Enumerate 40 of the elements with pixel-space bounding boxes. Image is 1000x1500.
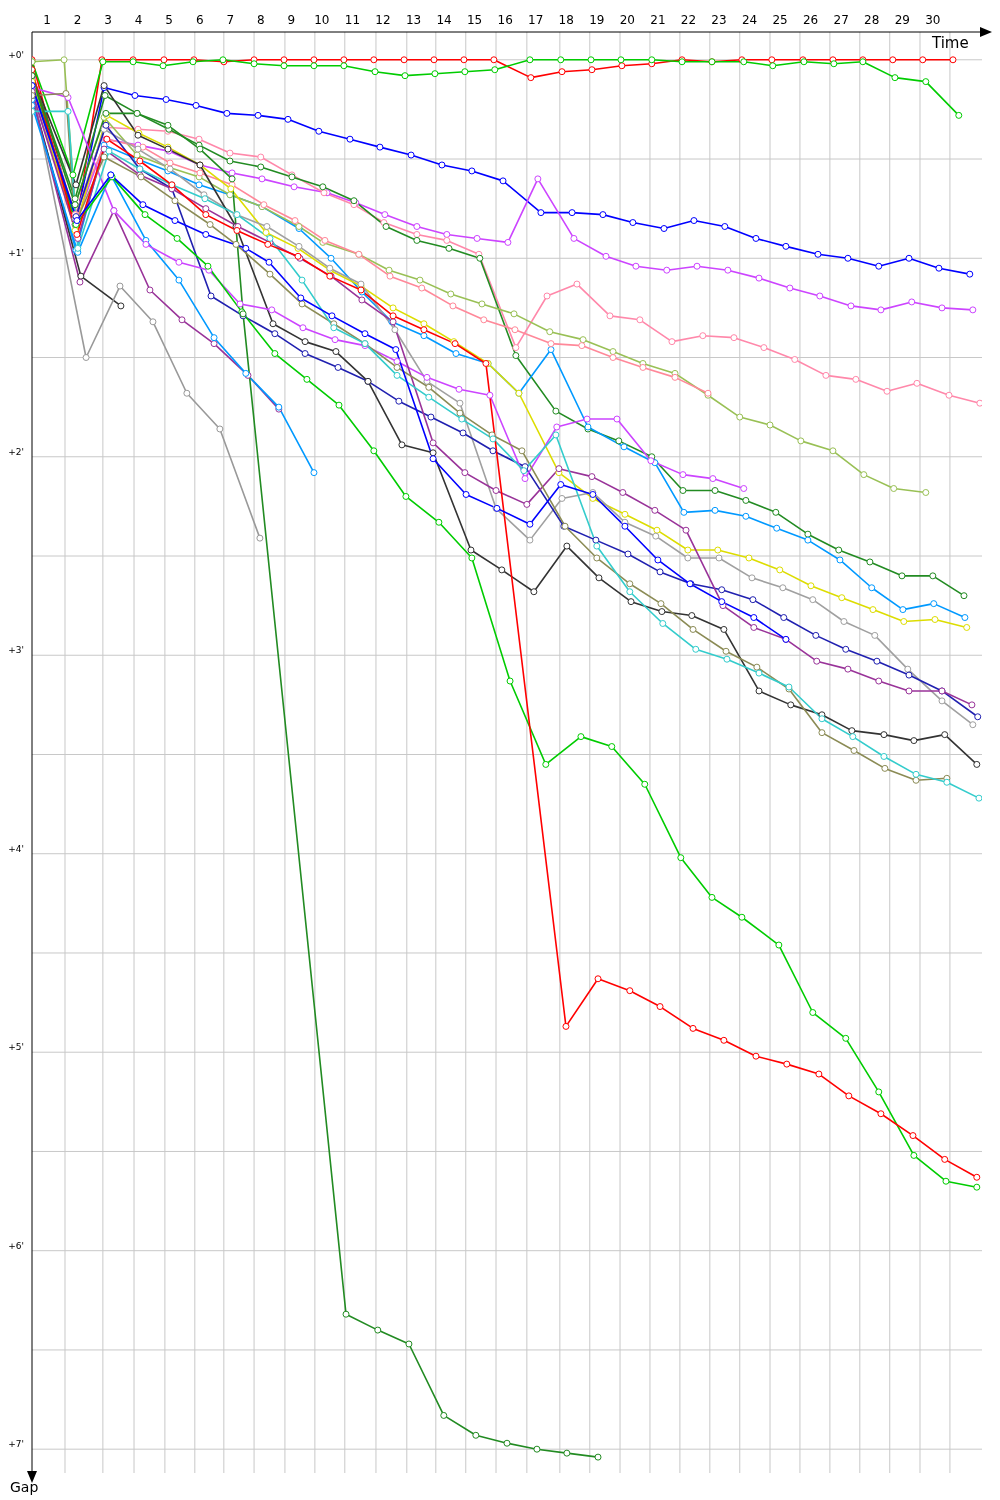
x-tick-label: 17	[528, 13, 544, 27]
x-tick-label: 28	[864, 13, 880, 27]
x-axis-title: Time	[932, 34, 969, 52]
x-tick-label: 5	[165, 13, 173, 27]
x-tick-label: 12	[375, 13, 391, 27]
x-tick-label: 23	[711, 13, 727, 27]
y-tick-label: +3'	[8, 645, 24, 656]
x-tick-label: 2	[73, 13, 82, 27]
x-tick-label: 15	[466, 13, 483, 27]
x-tick-label: 19	[589, 13, 605, 27]
y-tick-label: +5'	[8, 1042, 24, 1053]
y-tick-label: +0'	[8, 49, 24, 60]
y-tick-label: +2'	[8, 446, 24, 457]
x-tick-label: 4	[134, 13, 143, 27]
y-tick-label: +7'	[8, 1439, 24, 1450]
y-tick-label: +1'	[8, 248, 24, 259]
y-tick-label: +4'	[8, 843, 24, 854]
x-tick-label: 27	[833, 13, 849, 27]
y-tick-label: +6'	[8, 1240, 24, 1251]
x-tick-label: 3	[104, 13, 112, 27]
x-tick-label: 25	[772, 13, 788, 27]
x-tick-label: 16	[497, 13, 513, 27]
x-tick-label: 6	[195, 13, 204, 27]
x-tick-label: 29	[894, 13, 910, 27]
x-tick-label: 24	[741, 13, 758, 27]
y-axis-title: Gap	[10, 1479, 39, 1495]
x-tick-label: 10	[314, 13, 330, 27]
x-tick-label: 21	[650, 13, 666, 27]
x-tick-label: 7	[226, 13, 235, 27]
x-tick-label: 30	[925, 13, 941, 27]
x-tick-label: 9	[287, 13, 296, 27]
x-tick-label: 26	[802, 13, 819, 27]
x-tick-label: 1	[43, 13, 51, 27]
x-tick-label: 14	[436, 13, 452, 27]
x-tick-label: 22	[680, 13, 697, 27]
x-tick-label: 20	[619, 13, 635, 27]
x-tick-label: 18	[558, 13, 574, 27]
x-tick-label: 11	[344, 13, 361, 27]
x-tick-label: 8	[256, 13, 265, 27]
x-tick-label: 13	[405, 13, 422, 27]
